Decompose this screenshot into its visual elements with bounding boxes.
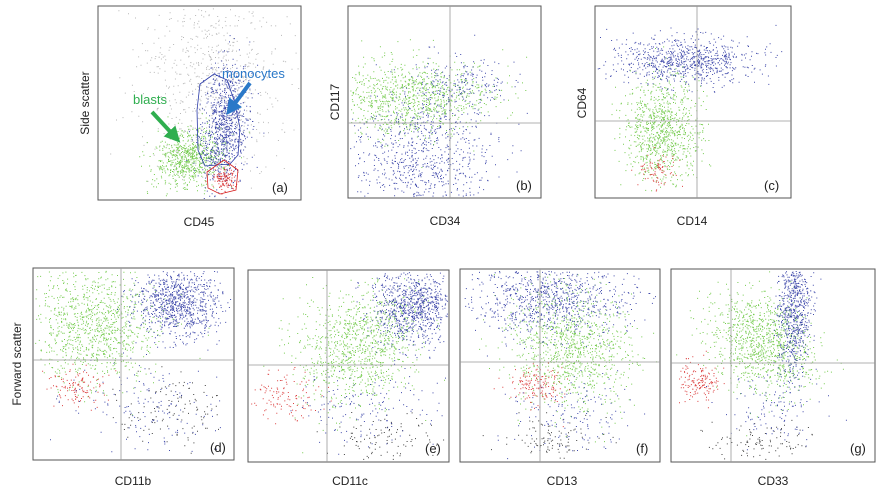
- panel-f-frame: [459, 268, 661, 463]
- monocytes-arrow: [226, 81, 252, 116]
- panel-a-x-label: CD45: [184, 215, 215, 229]
- panel-d-label: (d): [210, 440, 226, 455]
- panel-g: (g) CD33: [670, 268, 876, 488]
- monocyte-gate: [196, 73, 241, 167]
- panel-c-y-label: CD64: [575, 87, 589, 118]
- panel-e-points: [251, 272, 448, 460]
- panel-g-series-2-points: [679, 350, 725, 409]
- panel-b-series-0-points: [350, 39, 528, 169]
- panel-e: (e) CD11c: [247, 269, 450, 488]
- lymphocyte-gate: [206, 159, 239, 195]
- panel-c-frame: [594, 5, 792, 199]
- panel-b-y-label: CD117: [328, 83, 342, 120]
- blasts-annotation: blasts: [133, 92, 167, 107]
- panel-g-frame: [670, 268, 876, 463]
- panel-b-points: [350, 34, 528, 197]
- panel-a-series-2-points: [205, 165, 240, 195]
- panel-c-x-label: CD14: [677, 214, 708, 228]
- panel-d-points: [35, 270, 232, 454]
- panel-e-frame: [247, 269, 450, 463]
- panel-d-frame: [32, 267, 235, 461]
- panel-g-points: [676, 271, 847, 460]
- panel-f: (f) CD13: [459, 268, 661, 488]
- panel-d-series-2-points: [42, 363, 117, 411]
- panel-e-series-2-points: [251, 367, 332, 425]
- panel-b: (b) CD34 CD117: [328, 5, 542, 228]
- panel-g-x-label: CD33: [758, 474, 789, 488]
- panel-a-points: [110, 8, 300, 199]
- panel-d: (d) CD11b Forward scatter: [10, 267, 235, 488]
- panel-c-series-0-points: [597, 24, 783, 99]
- panel-d-y-label: Forward scatter: [10, 322, 24, 405]
- panel-e-label: (e): [425, 441, 441, 456]
- panel-d-x-label: CD11b: [115, 474, 152, 488]
- panel-c-points: [597, 24, 783, 192]
- panel-f-label: (f): [636, 441, 648, 456]
- panel-a: monocytes blasts (a) CD45 Side scatter: [78, 5, 302, 229]
- panel-c-label: (c): [764, 178, 779, 193]
- blasts-arrow: [150, 110, 181, 143]
- panel-e-x-label: CD11c: [332, 474, 368, 488]
- panel-b-x-label: CD34: [430, 214, 461, 228]
- panel-c: (c) CD14 CD64: [575, 5, 792, 228]
- panel-g-label: (g): [850, 441, 866, 456]
- panel-a-frame: [97, 5, 302, 201]
- panel-b-label: (b): [516, 178, 532, 193]
- monocytes-annotation: monocytes: [222, 66, 285, 81]
- panel-a-y-label: Side scatter: [78, 71, 92, 134]
- panel-a-label: (a): [272, 180, 288, 195]
- panel-f-x-label: CD13: [547, 474, 578, 488]
